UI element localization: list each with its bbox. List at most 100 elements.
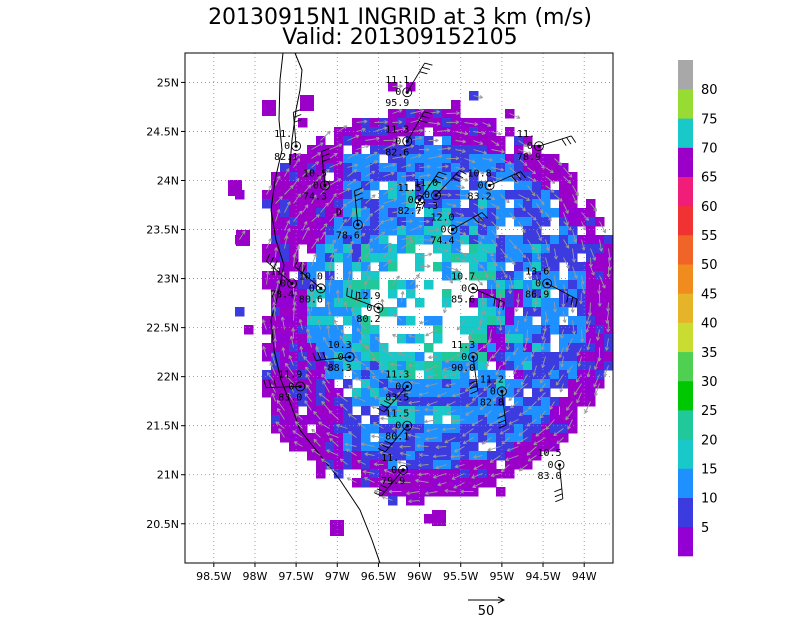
velocity-cell — [397, 298, 407, 308]
station-value-mid: 0 — [408, 195, 414, 206]
velocity-cell — [343, 280, 353, 290]
station-value-mid: 0 — [395, 381, 401, 392]
velocity-cell — [514, 460, 524, 470]
wind-vector — [328, 264, 333, 276]
velocity-cell — [451, 442, 461, 452]
wind-vector — [518, 149, 532, 155]
wind-vector — [518, 464, 528, 472]
wind-vector — [437, 239, 451, 245]
velocity-cell — [442, 451, 452, 461]
station-marker — [533, 141, 544, 152]
wind-vector — [357, 422, 366, 429]
wind-vector — [418, 472, 429, 477]
station-value-bottom: 82.7 — [398, 206, 422, 217]
wind-vector — [472, 482, 483, 488]
station-value-mid: 0 — [424, 190, 430, 201]
velocity-cell — [586, 343, 596, 353]
velocity-cell — [424, 361, 434, 371]
velocity-cell — [370, 379, 380, 389]
velocity-cell — [523, 451, 533, 461]
velocity-cell — [424, 514, 434, 524]
station-marker — [315, 283, 326, 294]
wind-barb — [266, 386, 301, 389]
wind-vector — [581, 212, 589, 221]
velocity-cell — [325, 334, 335, 344]
wind-vector — [338, 218, 347, 231]
wind-vector — [500, 464, 510, 473]
velocity-cell — [316, 460, 326, 470]
wind-vector — [407, 433, 420, 438]
barb-flag — [575, 299, 578, 308]
station-value-mid: 0 — [280, 278, 286, 289]
velocity-cell — [298, 442, 308, 452]
wind-vector — [428, 201, 438, 206]
velocity-cell — [289, 352, 299, 362]
wind-vector — [596, 329, 600, 341]
wind-vector — [462, 437, 474, 445]
velocity-cell — [424, 172, 434, 182]
wind-vector — [383, 387, 393, 393]
velocity-cell — [451, 487, 461, 497]
wind-vector — [500, 158, 512, 165]
wind-vector — [270, 352, 276, 366]
velocity-cell — [289, 217, 299, 227]
velocity-cell — [415, 379, 425, 389]
velocity-cell — [469, 316, 479, 326]
velocity-cell — [280, 235, 290, 245]
wind-vector — [275, 195, 283, 204]
velocity-cell — [343, 460, 353, 470]
velocity-cell — [298, 190, 308, 200]
velocity-cell — [586, 208, 596, 218]
wind-vector — [274, 247, 279, 258]
wind-vector — [516, 383, 528, 393]
velocity-cell — [352, 424, 362, 434]
wind-vector — [465, 401, 474, 408]
velocity-cell — [397, 352, 407, 362]
wind-vector — [491, 257, 498, 267]
wind-vector — [581, 284, 586, 294]
wind-vector — [518, 248, 527, 259]
barb-flag — [377, 488, 385, 493]
wind-vector — [347, 270, 352, 285]
velocity-cell — [415, 136, 425, 146]
velocity-cell — [487, 424, 497, 434]
wind-vector — [523, 311, 528, 323]
velocity-cell — [541, 298, 551, 308]
velocity-cell — [532, 163, 542, 173]
velocity-cell — [460, 235, 470, 245]
wind-vector — [275, 421, 285, 429]
lat-tick-label: 23N — [157, 273, 179, 286]
wind-vector — [444, 488, 456, 493]
barb-flag — [265, 253, 271, 262]
wind-barb — [315, 356, 350, 361]
velocity-cell — [361, 316, 371, 326]
velocity-cell — [469, 298, 479, 308]
velocity-cell — [424, 316, 434, 326]
velocity-cell — [334, 451, 344, 461]
barb-flag — [424, 62, 433, 66]
velocity-cell — [505, 307, 515, 317]
velocity-cell — [334, 415, 344, 425]
station-plot: 11.079.9 — [373, 453, 409, 497]
wind-vector — [504, 329, 510, 342]
velocity-cell — [433, 487, 443, 497]
velocity-cell — [343, 298, 353, 308]
velocity-cell — [379, 253, 389, 263]
velocity-cell — [469, 154, 479, 164]
wind-vector — [306, 307, 312, 321]
velocity-cell — [298, 298, 308, 308]
velocity-cell — [334, 352, 344, 362]
figure-title: 20130915N1 INGRID at 3 km (m/s) — [208, 5, 592, 30]
wind-vector — [594, 356, 600, 370]
velocity-cell — [289, 415, 299, 425]
velocity-cell — [487, 379, 497, 389]
wind-vector — [456, 347, 465, 357]
velocity-cell — [388, 469, 398, 479]
velocity-cell — [568, 208, 578, 218]
wind-vector — [446, 410, 456, 415]
velocity-cell — [451, 379, 461, 389]
station-value-top: 10.3 — [328, 340, 352, 351]
wind-vector — [289, 335, 294, 348]
